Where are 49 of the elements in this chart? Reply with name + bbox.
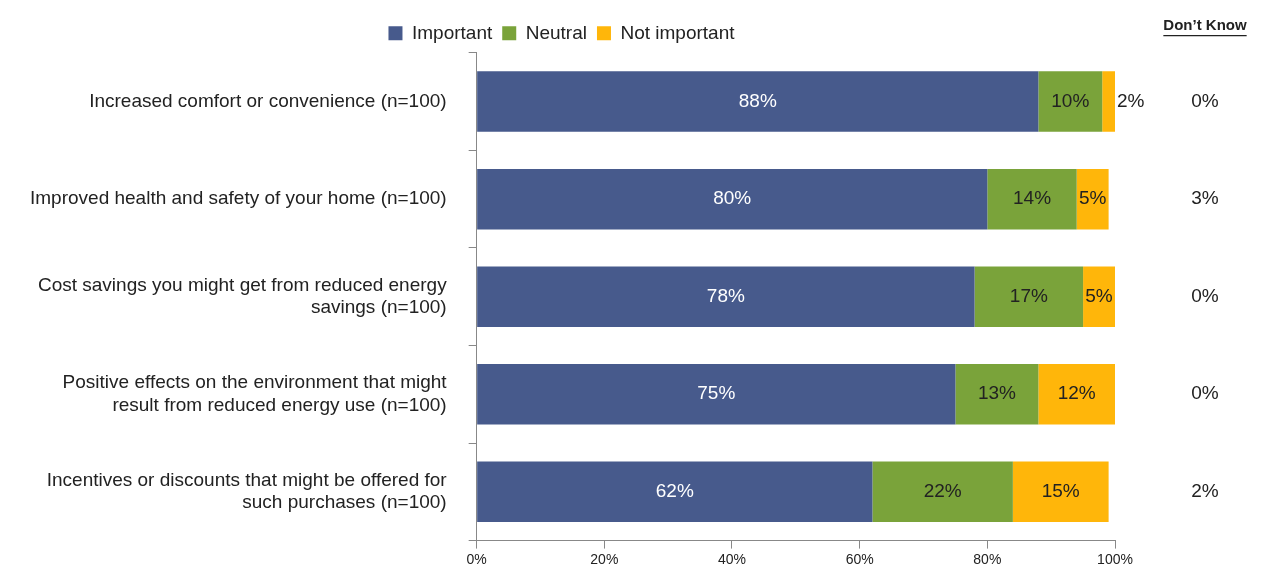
bar: [477, 168, 988, 230]
y-tick-label: Cost savings you might get from reduced energy savings (n=100): [37, 273, 448, 318]
data-label: 5%: [1085, 284, 1113, 306]
bar: [1102, 71, 1115, 132]
text: 0%: [1191, 284, 1219, 306]
text: Don’t Know: [1163, 16, 1247, 34]
bar: [1083, 266, 1115, 327]
data-label: 62%: [655, 480, 694, 502]
y-tick-label: Incentives or discounts that might be offered for such purchases (n=100): [46, 468, 448, 513]
x-tick-label: 40%: [717, 550, 747, 567]
data-label: 17%: [1009, 284, 1048, 306]
y-tick-label: Increased comfort or convenience (n=100): [89, 89, 447, 111]
legend-label: Neutral: [525, 21, 587, 43]
x-tick-label: 80%: [973, 550, 1002, 567]
data-label: 2%: [1117, 89, 1145, 111]
x-tick-label: 0%: [466, 550, 487, 567]
x-tick-label: 60%: [845, 550, 874, 567]
x-tick-label: 100%: [1097, 550, 1133, 567]
bar: [1038, 71, 1103, 132]
text: 2%: [1191, 480, 1219, 502]
bar: [477, 71, 1039, 132]
legend-label: Important: [411, 21, 493, 43]
data-label: 75%: [697, 382, 736, 404]
data-label: 78%: [706, 284, 745, 306]
bar: [987, 168, 1077, 230]
data-label: 10%: [1051, 89, 1090, 111]
data-label: 80%: [713, 187, 752, 209]
data-label: 5%: [1078, 187, 1107, 209]
data-label: 22%: [923, 480, 962, 502]
data-label: 15%: [1041, 480, 1080, 502]
bar: [974, 266, 1084, 327]
legend-label: Not important: [620, 21, 736, 43]
bar: [477, 364, 956, 425]
text: 0%: [1191, 382, 1219, 404]
data-label: 12%: [1057, 382, 1096, 404]
text: 3%: [1191, 187, 1219, 209]
bar: [477, 266, 975, 327]
bar: [955, 364, 1039, 425]
bar: [477, 461, 873, 523]
data-label: 88%: [738, 89, 777, 111]
bar: [872, 461, 1013, 523]
text: 0%: [1191, 89, 1219, 111]
data-label: 14%: [1013, 187, 1052, 209]
y-tick-label: Improved health and safety of your home (n=100): [29, 187, 447, 209]
bar: [1038, 364, 1115, 425]
x-tick-label: 20%: [590, 550, 619, 567]
y-tick-label: Positive effects on the environment that might result from reduced energy use (n=100): [62, 371, 448, 415]
data-label: 13%: [977, 382, 1017, 404]
bar: [1012, 461, 1109, 523]
